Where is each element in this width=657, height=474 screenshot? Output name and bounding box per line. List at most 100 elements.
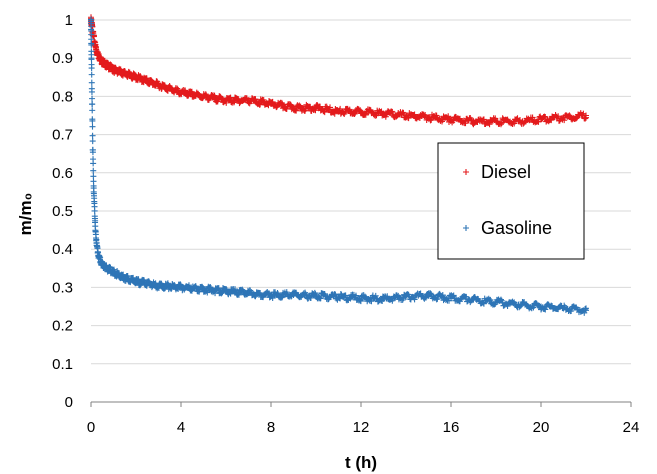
- y-tick-label: 0.4: [52, 241, 73, 258]
- data-point: [493, 118, 499, 125]
- data-point: [223, 288, 229, 295]
- data-point: [144, 280, 151, 287]
- data-point: [515, 301, 522, 308]
- data-point: [290, 104, 297, 111]
- data-point: [515, 118, 522, 125]
- data-point: [88, 17, 94, 23]
- data-point: [232, 286, 239, 293]
- data-point: [293, 107, 300, 114]
- data-point: [223, 97, 229, 104]
- data-point: [121, 274, 128, 281]
- data-point: [99, 261, 106, 268]
- data-point: [548, 117, 555, 124]
- data-point: [245, 290, 252, 297]
- data-point: [268, 292, 274, 299]
- data-point: [89, 117, 96, 124]
- data-point: [448, 295, 454, 302]
- data-point: [380, 110, 387, 117]
- data-point: [88, 71, 95, 78]
- data-point: [555, 113, 562, 120]
- data-point: [302, 291, 309, 298]
- data-point: [450, 292, 457, 299]
- data-point: [200, 93, 207, 100]
- data-point: [260, 97, 267, 104]
- data-point: [92, 43, 99, 50]
- data-point: [245, 97, 252, 104]
- data-point: [335, 108, 342, 115]
- y-axis-title: m/m₀: [16, 193, 35, 236]
- data-point: [497, 296, 504, 303]
- data-point: [487, 296, 494, 303]
- data-point: [99, 59, 106, 66]
- data-point: [317, 295, 324, 302]
- data-point: [411, 111, 418, 118]
- y-tick-label: 0.5: [52, 203, 73, 220]
- data-point: [372, 112, 379, 119]
- data-point: [89, 101, 96, 108]
- data-point: [403, 293, 409, 300]
- data-point: [342, 292, 349, 299]
- data-point: [133, 278, 139, 285]
- y-tick-label: 1: [65, 12, 73, 29]
- data-point: [88, 88, 95, 95]
- data-point: [511, 120, 518, 127]
- data-point: [155, 81, 162, 88]
- y-tick-label: 0.7: [52, 127, 73, 144]
- data-point: [88, 55, 95, 62]
- y-tick-label: 0.6: [52, 165, 73, 182]
- data-point: [380, 295, 387, 302]
- y-tick-label: 0: [65, 394, 73, 411]
- data-point: [290, 292, 297, 299]
- data-point: [89, 132, 96, 139]
- data-point: [93, 242, 100, 249]
- data-point: [230, 99, 237, 106]
- data-point: [313, 104, 319, 111]
- y-tick-label: 0.2: [52, 318, 73, 335]
- data-point: [573, 115, 580, 122]
- legend-box: [437, 142, 585, 260]
- data-point: [389, 108, 396, 115]
- data-point: [268, 101, 274, 108]
- y-tick-labels: 0 0.1 0.2 0.3 0.4 0.5 0.6 0.7 0.8 0.9 1: [52, 12, 73, 411]
- data-point: [470, 296, 477, 303]
- y-tick-label: 0.8: [52, 88, 73, 105]
- data-point: [133, 74, 139, 81]
- data-point: [178, 284, 184, 291]
- data-point: [104, 62, 111, 69]
- data-point: [538, 116, 544, 123]
- data-point: [497, 121, 504, 128]
- data-point: [95, 253, 102, 260]
- data-point: [327, 104, 334, 111]
- data-point: [91, 207, 98, 214]
- data-point: [425, 292, 432, 299]
- data-point: [480, 116, 487, 123]
- data-point: [582, 306, 589, 313]
- data-point: [120, 271, 127, 278]
- data-point: [560, 305, 567, 312]
- data-point: [200, 286, 207, 293]
- data-point: [278, 99, 285, 106]
- data-point: [144, 78, 151, 85]
- data-point: [89, 146, 96, 153]
- data-point: [89, 107, 96, 114]
- y-tick-label: 0.1: [52, 356, 73, 373]
- data-point: [103, 265, 110, 272]
- x-tick-label: 24: [623, 419, 640, 436]
- data-point: [411, 296, 418, 303]
- data-point: [234, 291, 241, 298]
- data-point: [568, 307, 575, 314]
- data-point: [582, 115, 589, 122]
- x-tick-label: 8: [267, 419, 275, 436]
- data-point: [341, 109, 348, 116]
- data-point: [90, 167, 97, 174]
- data-point: [321, 109, 328, 116]
- data-point: [434, 295, 441, 302]
- data-point: [493, 298, 499, 305]
- legend-marker-diesel: [463, 169, 469, 175]
- data-point: [235, 291, 242, 298]
- legend-label-gasoline: Gasoline: [481, 218, 552, 238]
- data-point: [110, 66, 117, 73]
- data-point: [252, 96, 259, 103]
- data-point: [358, 108, 364, 115]
- x-tick-label: 12: [353, 419, 370, 436]
